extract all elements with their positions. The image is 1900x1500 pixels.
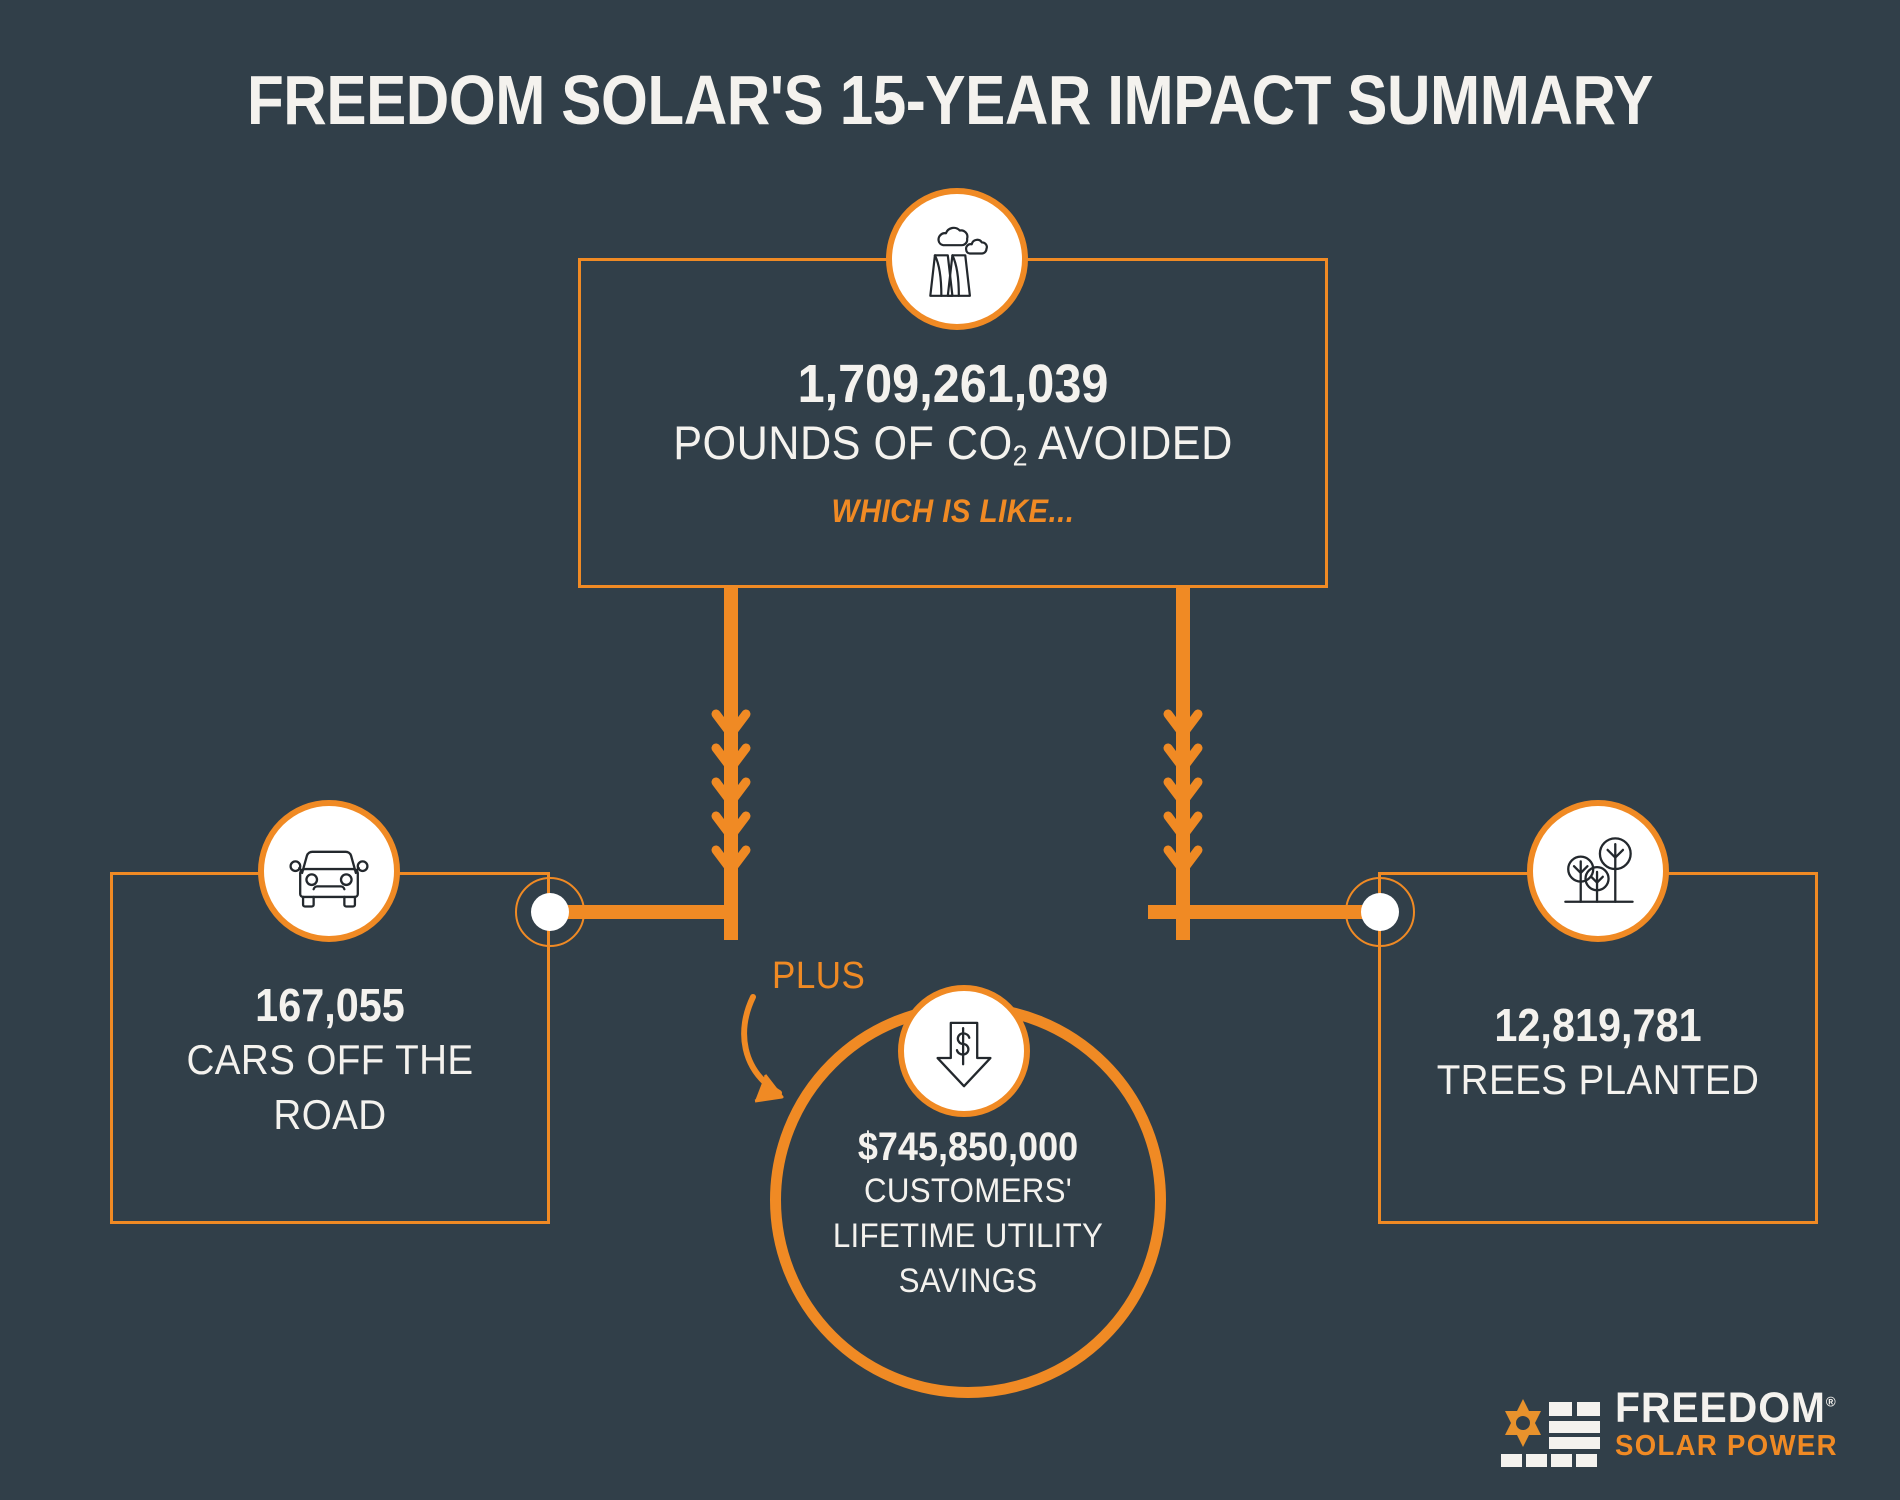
freedom-solar-logo: FREEDOM® SOLAR POWER	[1497, 1385, 1847, 1480]
trees-icon	[1564, 837, 1634, 903]
logo-text: FREEDOM® SOLAR POWER	[1615, 1384, 1850, 1462]
cars-label-line2: ROAD	[273, 1090, 387, 1138]
trees-panel-content: 12,819,781 TREES PLANTED	[1378, 999, 1818, 1107]
logo-registered-mark: ®	[1825, 1393, 1837, 1410]
logo-brand-text: FREEDOM	[1615, 1384, 1826, 1432]
trees-value: 12,819,781	[1494, 999, 1702, 1051]
junction-dot-cars	[515, 877, 585, 947]
co2-value: 1,709,261,039	[797, 354, 1109, 414]
car-badge	[258, 800, 400, 942]
arrow-feather-right	[1163, 700, 1203, 940]
savings-badge	[898, 985, 1030, 1117]
logo-brand: FREEDOM®	[1615, 1384, 1838, 1432]
savings-label-line1: CUSTOMERS'	[863, 1172, 1073, 1210]
connector-co2-left-stem	[724, 585, 738, 715]
connector-co2-right-stem	[1176, 585, 1190, 715]
plus-label: PLUS	[772, 955, 866, 997]
trees-badge	[1527, 800, 1669, 942]
plus-curved-arrow-icon	[741, 994, 784, 1103]
dollar-down-arrow-icon	[936, 1021, 992, 1088]
trees-label-line1: TREES PLANTED	[1436, 1055, 1760, 1103]
connector-left-elbow	[548, 905, 738, 919]
co2-label-subscript: 2	[1012, 440, 1029, 473]
page-title: FREEDOM SOLAR'S 15-YEAR IMPACT SUMMARY	[246, 61, 1654, 139]
cars-label-line1: CARS OFF THE	[186, 1035, 474, 1083]
savings-value: $745,850,000	[857, 1125, 1079, 1169]
co2-label: POUNDS OF CO2 AVOIDED	[608, 414, 1298, 475]
power-plant-badge	[886, 188, 1028, 330]
savings-label-line3: SAVINGS	[898, 1261, 1038, 1300]
car-icon	[289, 850, 369, 908]
which-is-like-note: WHICH IS LIKE...	[831, 493, 1075, 530]
cars-panel-content: 167,055 CARS OFF THE ROAD	[110, 979, 550, 1142]
savings-label-line2: LIFETIME UTILITY	[832, 1216, 1104, 1255]
junction-dot-trees	[1345, 877, 1415, 947]
power-plant-icon	[929, 226, 988, 297]
co2-panel-content: 1,709,261,039 POUNDS OF CO2 AVOIDED WHIC…	[578, 354, 1328, 530]
arrow-feather-left	[711, 700, 751, 940]
freedom-solar-logo-mark	[1501, 1399, 1600, 1467]
cars-value: 167,055	[255, 979, 405, 1031]
savings-circle-content: $745,850,000 CUSTOMERS' LIFETIME UTILITY…	[770, 1125, 1166, 1304]
logo-tagline: SOLAR POWER	[1615, 1429, 1838, 1462]
connector-right-elbow	[1148, 905, 1380, 919]
co2-label-pre: POUNDS OF CO	[673, 416, 1013, 470]
co2-label-post: AVOIDED	[1028, 416, 1233, 470]
